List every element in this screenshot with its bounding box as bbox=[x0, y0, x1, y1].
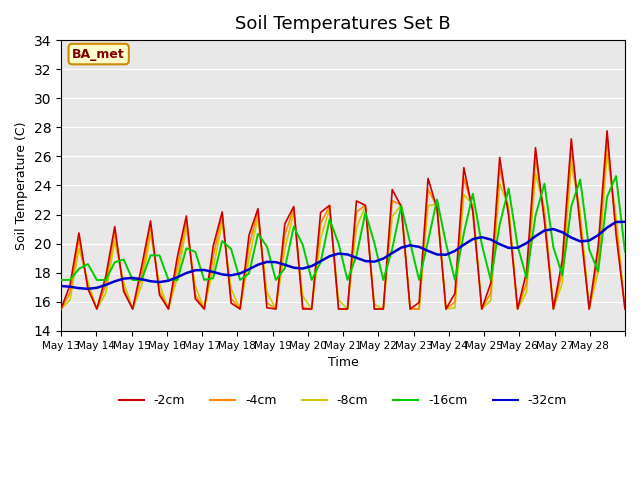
Legend: -2cm, -4cm, -8cm, -16cm, -32cm: -2cm, -4cm, -8cm, -16cm, -32cm bbox=[114, 389, 572, 412]
X-axis label: Time: Time bbox=[328, 356, 358, 369]
Title: Soil Temperatures Set B: Soil Temperatures Set B bbox=[236, 15, 451, 33]
Text: BA_met: BA_met bbox=[72, 48, 125, 60]
Y-axis label: Soil Temperature (C): Soil Temperature (C) bbox=[15, 121, 28, 250]
